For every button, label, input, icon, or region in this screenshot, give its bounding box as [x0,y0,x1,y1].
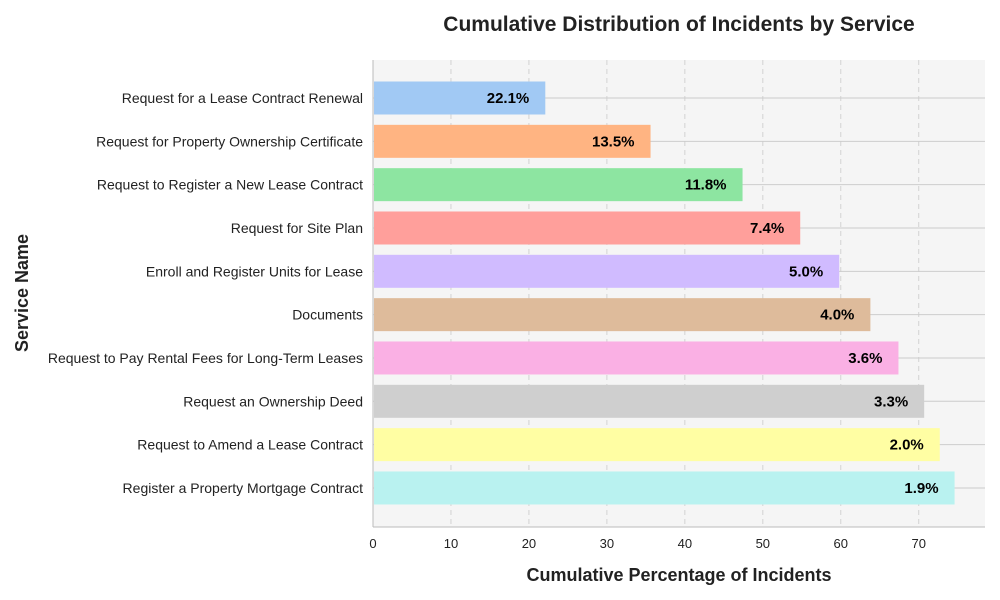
y-axis-label: Service Name [12,234,32,352]
bar [374,298,871,332]
x-tick-label: 40 [678,536,692,551]
x-tick-labels: 0 10 20 30 40 50 60 70 [369,536,926,551]
bar [374,341,899,375]
y-tick-label: Documents [292,307,363,323]
x-tick-label: 70 [911,536,925,551]
bar-value-label: 3.6% [848,350,882,367]
bar-value-label: 13.5% [592,133,635,150]
y-tick-label: Request for Property Ownership Certifica… [96,133,363,149]
bar [374,254,840,288]
x-tick-label: 20 [522,536,536,551]
bar [374,384,925,418]
bar-value-label: 11.8% [685,177,727,194]
bar-value-label: 22.1% [487,90,530,107]
x-tick-label: 60 [834,536,848,551]
bar-value-label: 7.4% [750,220,784,237]
x-tick-label: 50 [756,536,770,551]
y-tick-label: Request for Site Plan [231,220,363,236]
bar-group [374,81,955,505]
x-axis-label: Cumulative Percentage of Incidents [526,565,831,585]
chart-title: Cumulative Distribution of Incidents by … [443,13,914,36]
bar-value-label: 2.0% [890,437,924,454]
x-tick-label: 10 [444,536,458,551]
bar [374,124,651,158]
bar [374,471,955,505]
y-tick-label: Request to Register a New Lease Contract [97,177,363,193]
bar [374,428,940,462]
bar [374,81,546,115]
y-tick-label: Request for a Lease Contract Renewal [122,90,363,106]
bar-value-label: 5.0% [789,263,823,280]
x-tick-label: 30 [600,536,614,551]
y-tick-label: Request to Pay Rental Fees for Long-Term… [48,350,363,366]
bar-value-label: 1.9% [904,480,938,497]
x-tick-label: 0 [369,536,376,551]
bar [374,211,801,245]
y-tick-label: Request an Ownership Deed [183,393,363,409]
bar-value-labels: 22.1% 13.5% 11.8% 7.4% 5.0% 4.0% 3.6% 3.3% 2.0% 1… [487,90,939,497]
y-tick-label: Register a Property Mortgage Contract [123,480,364,496]
bar-value-label: 4.0% [820,307,854,324]
category-labels: Request for a Lease Contract Renewal Requ… [48,90,363,496]
bar [374,168,743,202]
y-tick-label: Request to Amend a Lease Contract [137,437,363,453]
y-tick-label: Enroll and Register Units for Lease [146,263,363,279]
bar-value-label: 3.3% [874,393,908,410]
